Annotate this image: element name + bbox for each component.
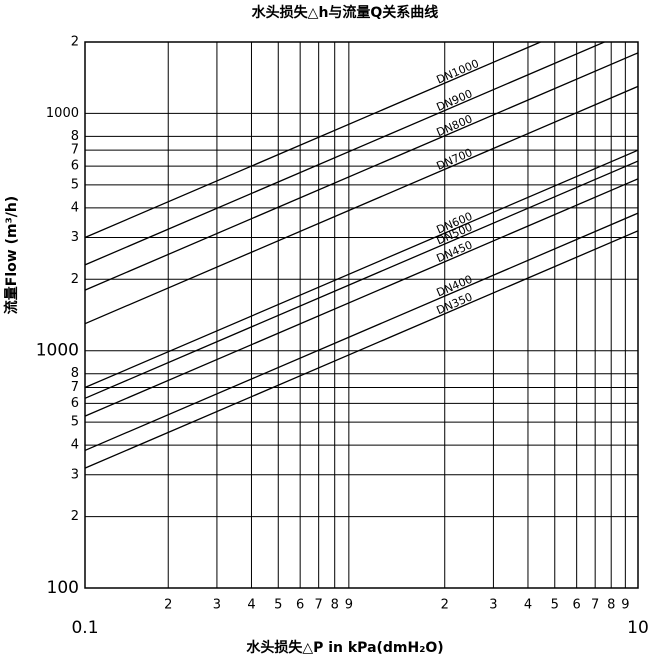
series-line [85, 230, 638, 469]
x-tick-label: 10 [627, 618, 649, 638]
series-line [85, 160, 638, 399]
x-tick-label: 2 [164, 598, 172, 613]
y-tick-label: 6 [71, 159, 79, 174]
x-tick-label: 2 [441, 598, 449, 613]
x-tick-label: 8 [331, 598, 339, 613]
x-tick-label: 4 [247, 598, 255, 613]
x-tick-label: 3 [213, 598, 221, 613]
x-tick-label: 4 [524, 598, 532, 613]
x-tick-label: 5 [551, 598, 559, 613]
x-tick-label: 9 [621, 598, 629, 613]
x-tick-label: 5 [274, 598, 282, 613]
y-tick-label: 4 [71, 438, 79, 453]
x-axis-label: 水头损失△P in kPa(dmH₂O) [246, 639, 443, 656]
y-tick-label: 8 [71, 366, 79, 381]
y-tick-label: 1000 [46, 106, 79, 121]
y-tick-label: 2 [71, 35, 79, 50]
x-tick-label: 3 [489, 598, 497, 613]
series-line [85, 149, 638, 389]
x-tick-label: 8 [607, 598, 615, 613]
y-tick-label: 3 [71, 467, 79, 482]
series-label: DN800 [435, 112, 475, 139]
series-line [85, 178, 638, 417]
x-tick-label: 0.1 [71, 618, 98, 638]
series-line [85, 52, 638, 291]
series-line [85, 85, 638, 325]
x-tick-label: 6 [573, 598, 581, 613]
y-tick-label: 7 [71, 143, 79, 158]
y-tick-label: 7 [71, 380, 79, 395]
y-tick-label: 2 [71, 272, 79, 287]
y-tick-label: 100 [47, 578, 79, 598]
y-tick-label: 5 [71, 415, 79, 430]
x-tick-label: 9 [345, 598, 353, 613]
series-line [85, 42, 543, 239]
x-tick-label: 7 [315, 598, 323, 613]
grid [84, 41, 639, 589]
y-tick-label: 6 [71, 396, 79, 411]
chart-title: 水头损失△h与流量Q关系曲线 [252, 4, 439, 21]
y-tick-label: 5 [71, 177, 79, 192]
series-line [85, 212, 638, 452]
series-line [85, 42, 607, 266]
y-tick-label: 1000 [36, 341, 79, 361]
series-label: DN900 [435, 87, 475, 114]
x-tick-label: 6 [296, 598, 304, 613]
y-tick-label: 3 [71, 230, 79, 245]
y-tick-label: 8 [71, 129, 79, 144]
x-tick-label: 7 [591, 598, 599, 613]
y-axis-label: 流量Flow (m³/h) [3, 196, 20, 314]
y-tick-label: 2 [71, 509, 79, 524]
series-label: DN1000 [435, 57, 481, 87]
y-tick-label: 4 [71, 200, 79, 215]
plot-area [85, 42, 638, 469]
